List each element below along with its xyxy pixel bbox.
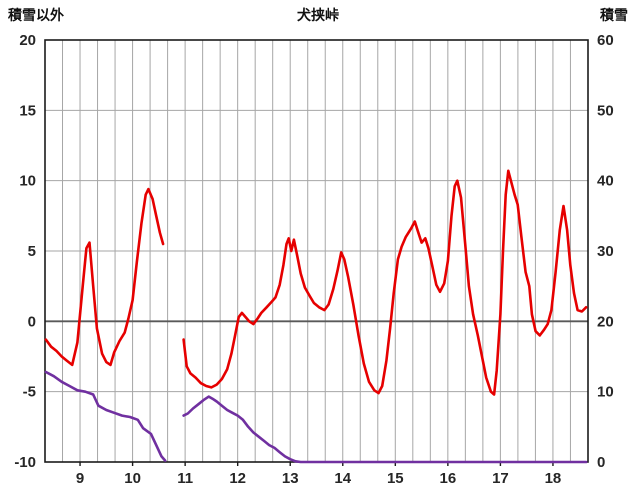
x-axis-tick-label: 13 [282,470,299,487]
x-axis-tick-label: 10 [124,470,141,487]
right-axis-tick-label: 50 [597,102,614,119]
left-axis-tick-label: 5 [28,243,36,260]
x-axis-tick-label: 14 [334,470,351,487]
right-axis-title: 積雪 [600,7,628,23]
left-axis-tick-label: 15 [19,102,36,119]
x-axis-tick-label: 15 [387,470,404,487]
x-axis-tick-label: 11 [177,470,193,487]
x-axis-tick-label: 9 [76,470,84,487]
x-axis-tick-label: 17 [492,470,509,487]
series-line-temperature [182,169,588,396]
right-axis-tick-label: 40 [597,173,614,190]
left-axis-tick-label: -10 [14,454,36,471]
left-axis-tick-label: 0 [28,313,36,330]
x-axis-tick-label: 12 [229,470,246,487]
left-axis-tick-label: 20 [19,32,36,49]
x-axis-tick-label: 16 [440,470,457,487]
series-line-snow [44,370,167,462]
right-axis-tick-label: 30 [597,243,614,260]
left-axis-title: 積雪以外 [8,7,64,23]
right-axis-tick-label: 10 [597,384,614,401]
left-axis-tick-label: 10 [19,173,36,190]
chart-title: 犬挟峠 [297,7,339,23]
right-axis-tick-label: 20 [597,313,614,330]
x-axis-tick-label: 18 [545,470,562,487]
series-line-snow [182,395,588,464]
series-line-temperature [44,187,165,367]
right-axis-tick-label: 60 [597,32,614,49]
left-axis-tick-label: -5 [23,384,36,401]
right-axis-tick-label: 0 [597,454,605,471]
